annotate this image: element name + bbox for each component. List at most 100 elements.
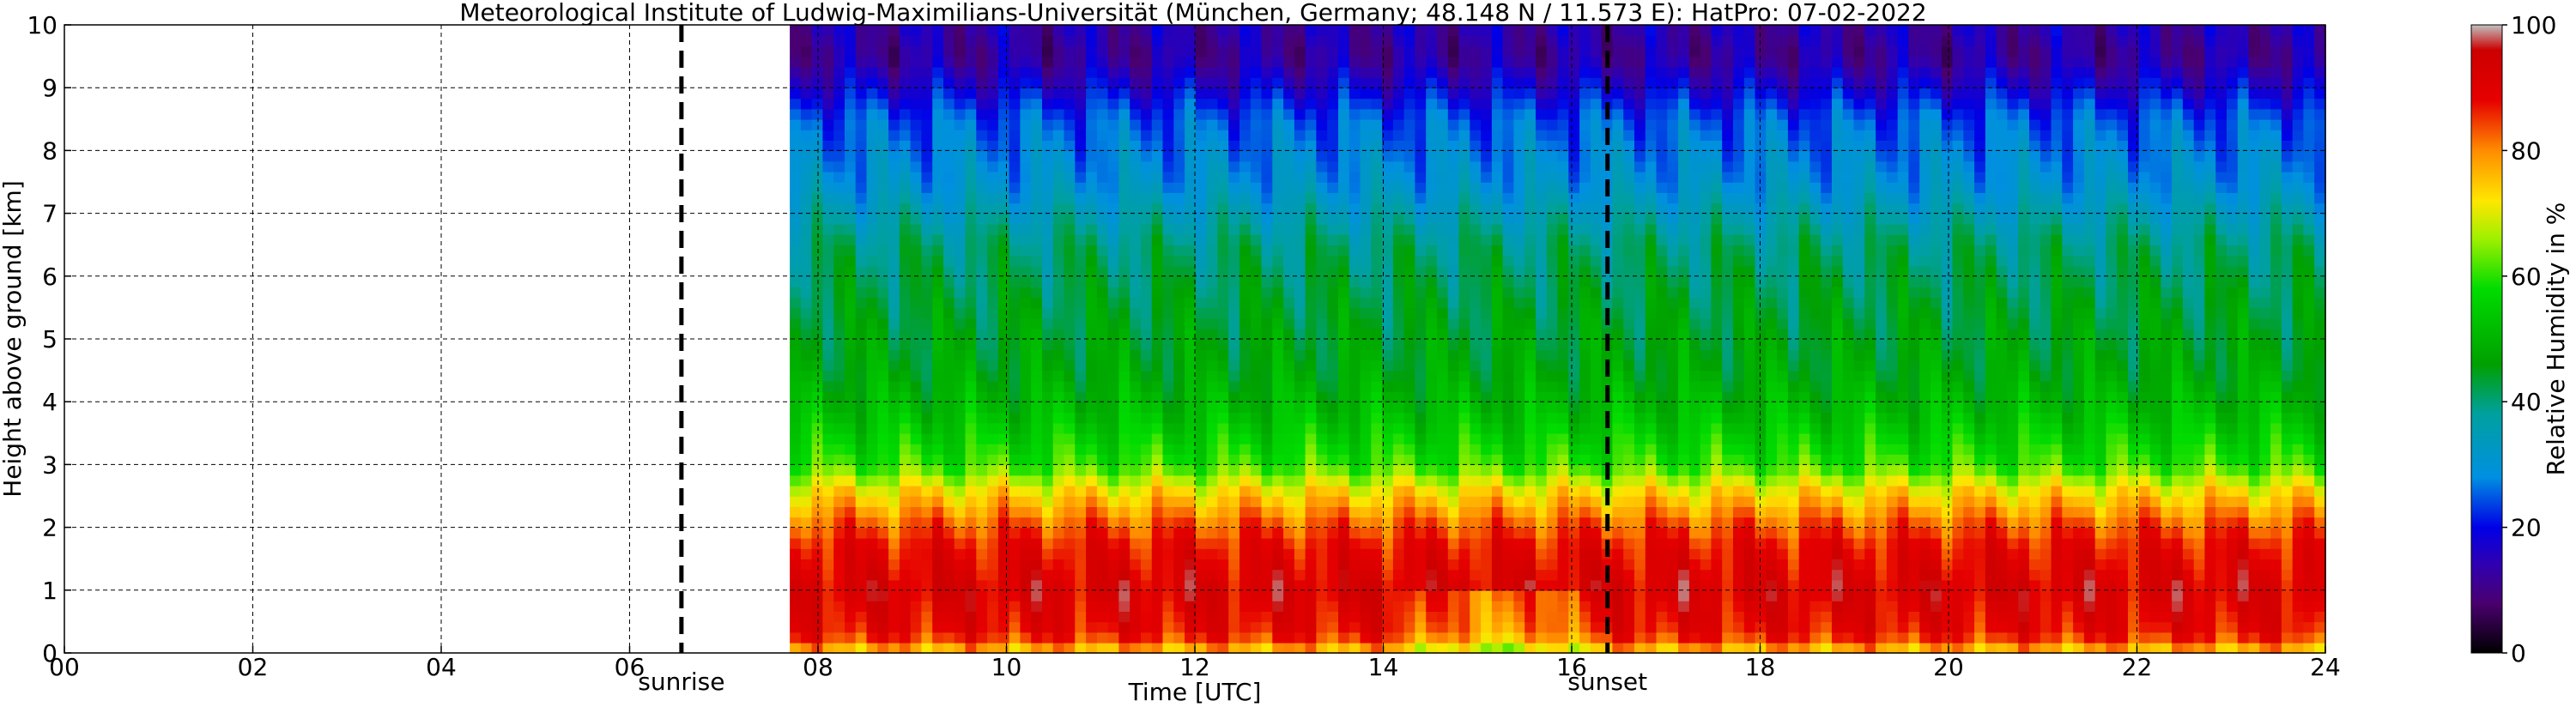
heatmap-cell — [1130, 202, 1142, 215]
heatmap-cell — [1415, 537, 1427, 549]
heatmap-cell — [1371, 130, 1383, 141]
heatmap-cell — [1096, 45, 1109, 57]
heatmap-cell — [1294, 527, 1306, 539]
heatmap-cell — [1371, 223, 1383, 235]
heatmap-cell — [1546, 150, 1559, 162]
heatmap-cell — [910, 140, 923, 152]
heatmap-cell — [1371, 328, 1383, 340]
heatmap-cell — [1086, 391, 1098, 402]
heatmap-cell — [1096, 171, 1109, 183]
heatmap-cell — [1294, 317, 1306, 329]
heatmap-cell — [1481, 307, 1493, 319]
heatmap-cell — [790, 45, 802, 57]
heatmap-cell — [1162, 275, 1175, 287]
heatmap-cell — [1426, 328, 1438, 340]
heatmap-cell — [1327, 25, 1339, 36]
heatmap-cell — [921, 160, 933, 172]
heatmap-cell — [1382, 77, 1394, 88]
heatmap-cell — [1107, 255, 1120, 267]
heatmap-cell — [845, 118, 857, 130]
heatmap-cell — [1491, 182, 1504, 193]
heatmap-cell — [997, 265, 1010, 277]
heatmap-cell — [811, 25, 824, 36]
heatmap-cell — [1141, 160, 1153, 172]
heatmap-cell — [1162, 108, 1175, 120]
heatmap-cell — [1305, 380, 1318, 392]
heatmap-cell — [1513, 275, 1525, 287]
heatmap-cell — [1195, 66, 1208, 78]
heatmap-cell — [1009, 432, 1021, 444]
heatmap-cell — [1185, 25, 1197, 36]
heatmap-cell — [1678, 412, 1690, 424]
heatmap-cell — [1426, 307, 1438, 319]
heatmap-cell — [845, 182, 857, 193]
heatmap-cell — [1382, 631, 1394, 644]
heatmap-cell — [845, 150, 857, 162]
heatmap-cell — [1524, 339, 1537, 350]
heatmap-cell — [1206, 328, 1219, 340]
heatmap-cell — [1185, 265, 1197, 277]
heatmap-cell — [1688, 130, 1701, 141]
heatmap-cell — [1536, 631, 1548, 644]
heatmap-cell — [1634, 569, 1646, 581]
heatmap-cell — [1075, 548, 1087, 559]
heatmap-cell — [1612, 444, 1624, 455]
heatmap-cell — [1634, 328, 1646, 340]
heatmap-cell — [1536, 527, 1548, 539]
heatmap-cell — [899, 611, 912, 623]
heatmap-cell — [1403, 631, 1416, 644]
heatmap-cell — [1031, 265, 1043, 277]
heatmap-cell — [1481, 370, 1493, 382]
heatmap-cell — [1437, 589, 1449, 601]
heatmap-cell — [1075, 202, 1087, 215]
heatmap-cell — [1283, 160, 1295, 172]
heatmap-cell — [1524, 328, 1537, 340]
heatmap-cell — [1447, 444, 1460, 455]
heatmap-cell — [1107, 454, 1120, 466]
heatmap-cell — [1360, 317, 1373, 329]
heatmap-cell — [932, 328, 944, 340]
heatmap-cell — [1360, 192, 1373, 204]
heatmap-cell — [1634, 601, 1646, 612]
heatmap-cell — [965, 317, 978, 329]
heatmap-cell — [965, 360, 978, 372]
heatmap-cell — [1524, 77, 1537, 88]
heatmap-cell — [1162, 589, 1175, 601]
heatmap-cell — [1305, 287, 1318, 298]
heatmap-cell — [1678, 150, 1690, 162]
heatmap-cell — [866, 328, 879, 340]
heatmap-cell — [1272, 88, 1284, 100]
heatmap-cell — [1568, 213, 1580, 225]
heatmap-cell — [1470, 317, 1482, 329]
heatmap-cell — [1426, 35, 1438, 47]
heatmap-cell — [997, 349, 1010, 361]
heatmap-cell — [1437, 432, 1449, 444]
heatmap-cell — [1426, 182, 1438, 193]
heatmap-cell — [1052, 412, 1065, 424]
heatmap-cell — [997, 77, 1010, 88]
heatmap-cell — [1426, 631, 1438, 644]
heatmap-cell — [987, 537, 999, 549]
heatmap-cell — [855, 589, 868, 601]
heatmap-cell — [976, 464, 988, 476]
heatmap-cell — [1250, 621, 1263, 633]
heatmap-cell — [1415, 265, 1427, 277]
heatmap-cell — [1623, 527, 1635, 539]
heatmap-cell — [899, 496, 912, 507]
heatmap-cell — [1031, 370, 1043, 382]
heatmap-cell — [1568, 88, 1580, 100]
heatmap-cell — [943, 464, 955, 476]
heatmap-cell — [1502, 35, 1515, 47]
heatmap-cell — [833, 339, 846, 350]
heatmap-cell — [1031, 182, 1043, 193]
heatmap-cell — [1700, 579, 1712, 591]
heatmap-cell — [910, 88, 923, 100]
heatmap-cell — [845, 202, 857, 215]
heatmap-cell — [1294, 339, 1306, 350]
heatmap-cell — [1481, 98, 1493, 110]
heatmap-cell — [1316, 454, 1328, 466]
heatmap-cell — [800, 130, 813, 141]
heatmap-cell — [1403, 182, 1416, 193]
heatmap-cell — [1305, 245, 1318, 257]
heatmap-cell — [1228, 171, 1240, 183]
